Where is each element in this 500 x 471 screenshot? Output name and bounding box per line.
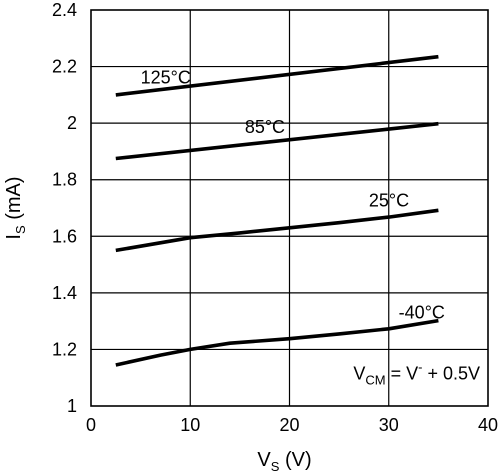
tick-labels: 0 10 20 30 40 1 1.2 1.4 1.6 1.8 2 2.2 2.4 [52,0,498,435]
series-labels: 125°C 85°C 25°C -40°C [141,68,445,323]
y-tick-label: 1 [67,396,77,416]
series-line [115,121,439,161]
series-line [115,208,439,253]
series-label: 125°C [141,68,191,88]
y-tick-label: 1.2 [52,339,77,359]
y-tick-label: 2.2 [52,57,77,77]
x-tick-label: 20 [279,415,299,435]
series-label: -40°C [399,302,445,322]
x-tick-label: 0 [86,415,96,435]
x-tick-label: 40 [478,415,498,435]
series-lines [115,54,439,367]
y-tick-label: 2 [67,113,77,133]
condition-annotation: VCM = V- + 0.5V [353,360,480,388]
y-axis-title: IS (mA) [3,176,28,239]
series-label: 85°C [245,117,285,137]
series-line [115,54,439,97]
series-label: 25°C [369,191,409,211]
plot-frame [90,9,489,407]
x-axis-title: VS (V) [257,449,311,471]
y-tick-label: 1.6 [52,226,77,246]
y-tick-label: 2.4 [52,0,77,20]
y-tick-label: 1.8 [52,170,77,190]
x-tick-label: 10 [180,415,200,435]
x-tick-label: 30 [379,415,399,435]
y-tick-label: 1.4 [52,283,77,303]
series-line [115,318,439,367]
